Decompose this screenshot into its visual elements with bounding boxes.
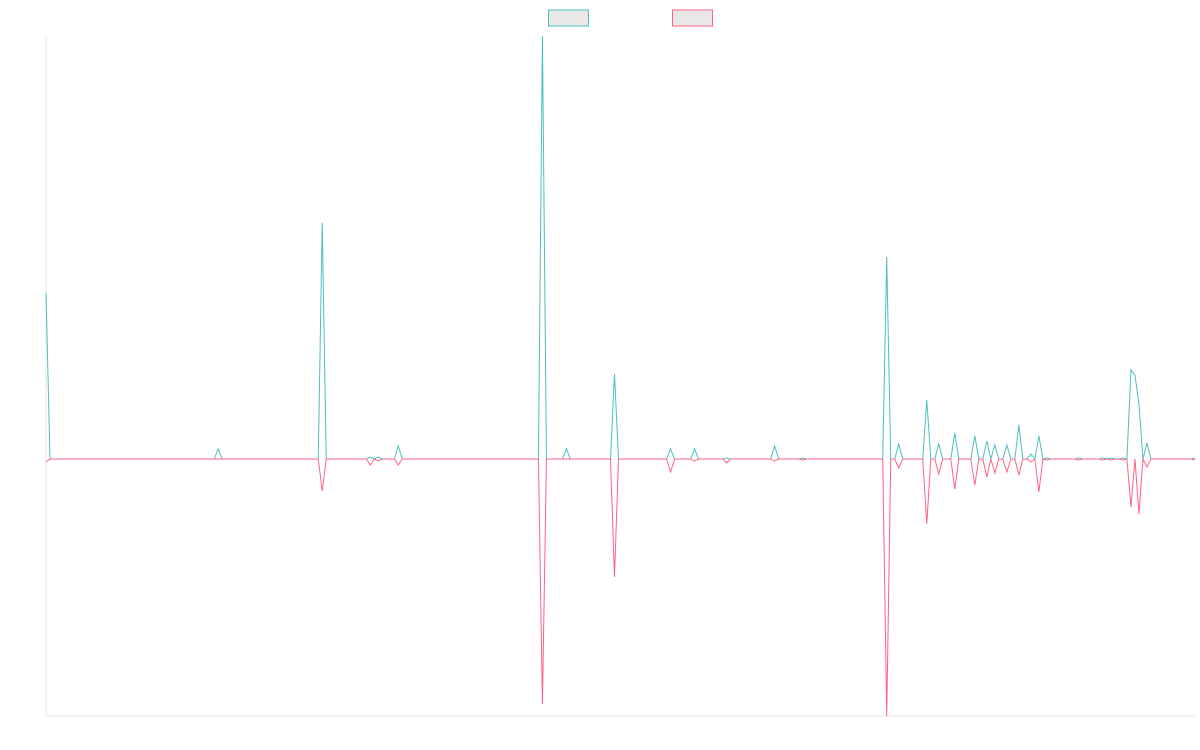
legend-swatch[interactable]: [548, 9, 589, 27]
legend-swatch[interactable]: [672, 9, 713, 27]
series-line: [45, 457, 1196, 717]
series-line: [45, 35, 1196, 461]
